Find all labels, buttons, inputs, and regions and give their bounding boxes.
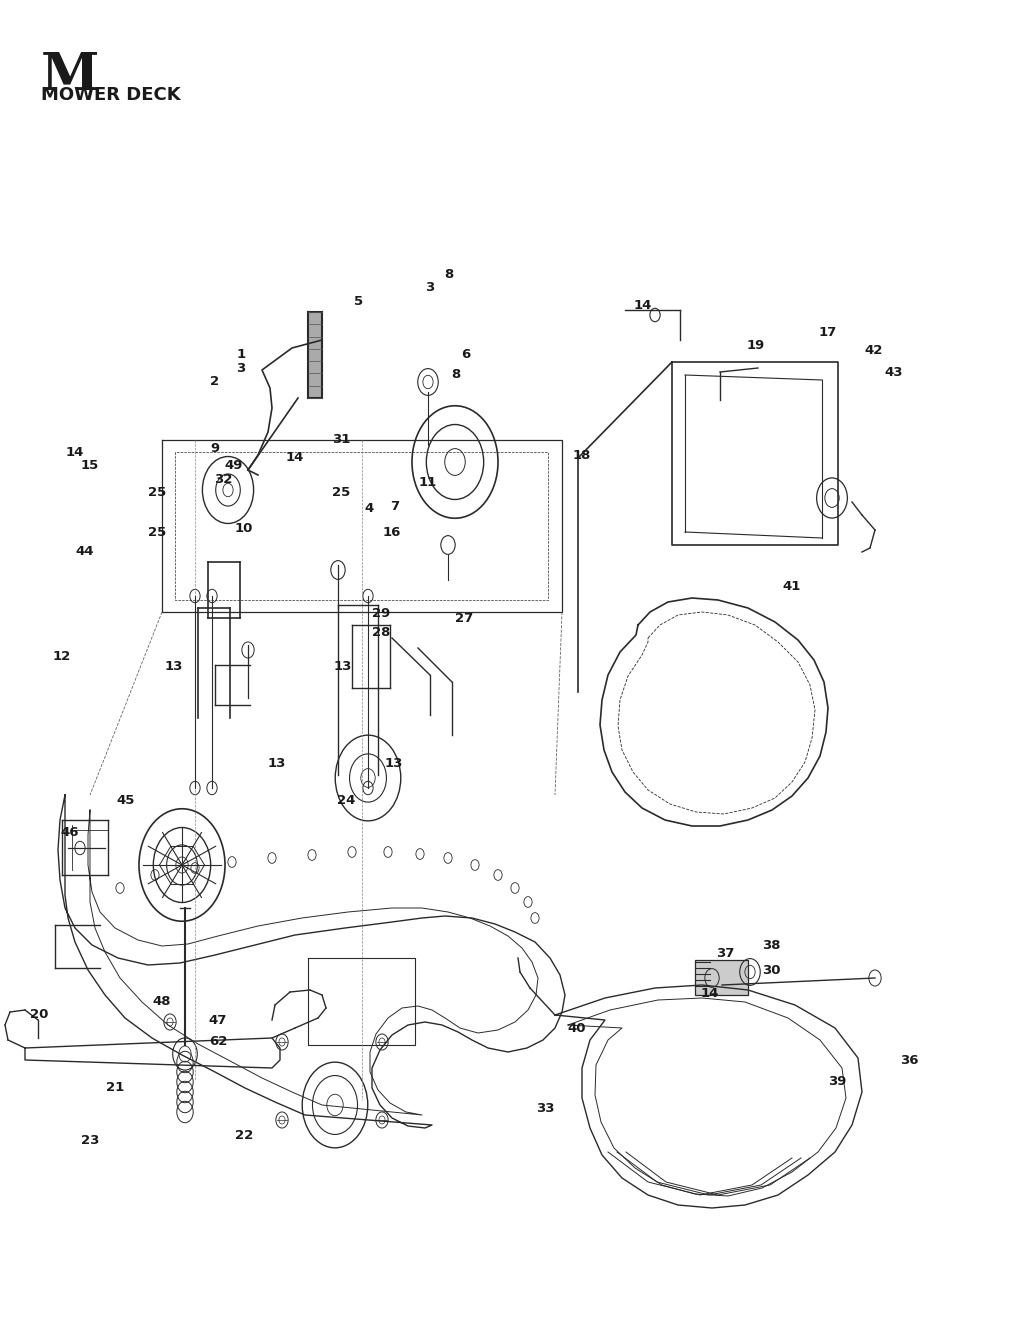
Text: 10: 10 [234, 522, 253, 536]
Text: 29: 29 [372, 607, 390, 620]
Text: 14: 14 [700, 987, 719, 1000]
Text: 30: 30 [762, 964, 780, 977]
Text: 13: 13 [165, 660, 183, 674]
Text: 14: 14 [286, 451, 304, 465]
Text: 12: 12 [52, 649, 71, 663]
Text: 41: 41 [782, 580, 801, 593]
Text: 28: 28 [372, 625, 390, 639]
Text: 17: 17 [818, 325, 837, 339]
Text: 4: 4 [364, 502, 374, 516]
Text: 1: 1 [237, 348, 245, 362]
Text: 25: 25 [147, 486, 166, 499]
Text: 2: 2 [211, 375, 219, 388]
Text: 25: 25 [332, 486, 350, 499]
Text: 40: 40 [567, 1022, 586, 1035]
Text: 11: 11 [419, 475, 437, 489]
Text: 27: 27 [455, 612, 473, 625]
Text: 14: 14 [66, 446, 84, 459]
Text: 18: 18 [572, 449, 591, 462]
Text: 45: 45 [117, 794, 135, 807]
Text: MOWER DECK: MOWER DECK [41, 86, 180, 103]
Text: 3: 3 [236, 362, 246, 375]
Text: 22: 22 [234, 1129, 253, 1142]
Text: 39: 39 [828, 1075, 847, 1089]
Text: 24: 24 [337, 794, 355, 807]
Text: 13: 13 [334, 660, 352, 674]
Text: 25: 25 [147, 526, 166, 540]
Text: 31: 31 [332, 432, 350, 446]
Bar [308, 312, 322, 398]
Text: 6: 6 [461, 348, 471, 362]
Text: 13: 13 [267, 757, 286, 770]
Text: 20: 20 [30, 1008, 48, 1022]
Text: 23: 23 [81, 1134, 99, 1148]
Text: 47: 47 [209, 1014, 227, 1027]
Text: 15: 15 [81, 459, 99, 473]
Text: 8: 8 [451, 368, 461, 382]
Bar [695, 960, 748, 995]
Text: M: M [41, 50, 99, 100]
Text: 48: 48 [153, 995, 171, 1008]
Text: 37: 37 [716, 947, 734, 960]
Text: 14: 14 [634, 299, 652, 312]
Text: 33: 33 [537, 1102, 555, 1115]
Text: 43: 43 [885, 366, 903, 379]
Text: 62: 62 [209, 1035, 227, 1048]
Text: 46: 46 [60, 826, 79, 840]
Text: 5: 5 [354, 295, 362, 308]
Text: 36: 36 [900, 1054, 919, 1067]
Text: 16: 16 [383, 526, 401, 540]
Text: 9: 9 [211, 442, 219, 455]
Text: 44: 44 [76, 545, 94, 558]
Text: 7: 7 [390, 499, 398, 513]
Text: 8: 8 [443, 268, 454, 281]
Text: 49: 49 [224, 459, 243, 473]
Text: 13: 13 [385, 757, 403, 770]
Text: 38: 38 [762, 939, 780, 952]
Text: 19: 19 [746, 339, 765, 352]
Text: 21: 21 [105, 1081, 124, 1094]
Text: 42: 42 [864, 344, 883, 358]
Text: 32: 32 [214, 473, 232, 486]
Text: 3: 3 [425, 281, 435, 295]
